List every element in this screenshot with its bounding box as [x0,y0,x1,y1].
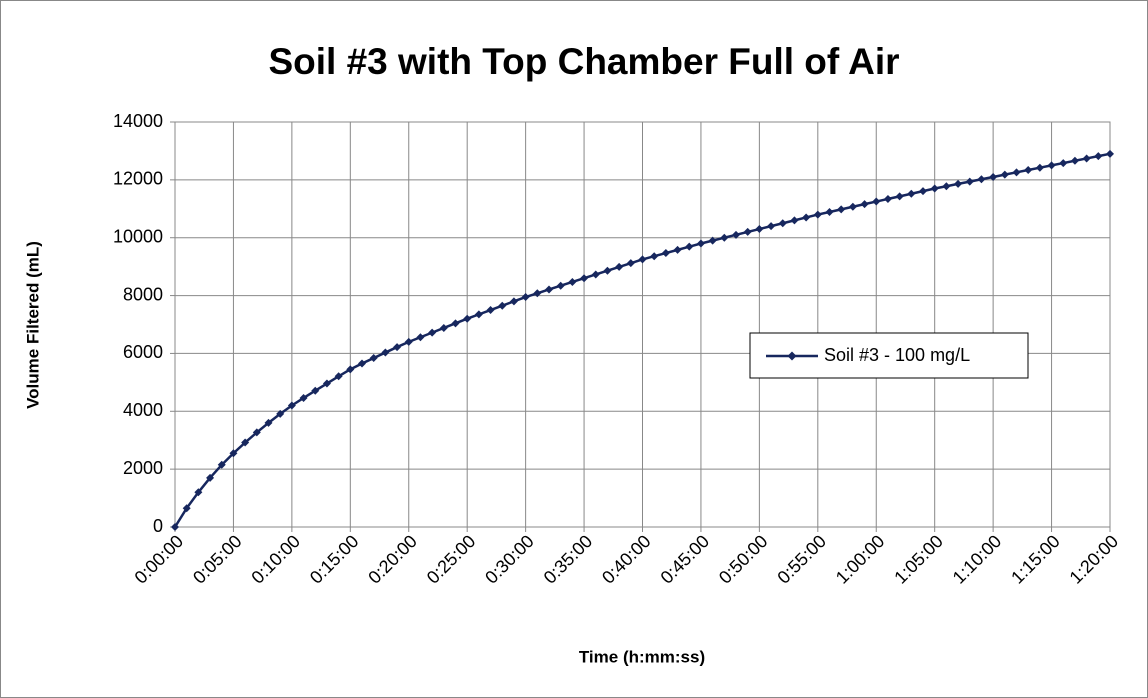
data-point [1070,156,1079,165]
data-point [965,177,974,186]
data-point [311,386,320,395]
legend-box [749,332,1029,379]
data-point [732,230,740,239]
data-point [907,189,916,198]
y-tick-label: 6000 [123,342,163,362]
data-point [1094,152,1103,161]
y-axis-label: Volume Filtered (mL) [23,241,42,409]
data-point [241,438,250,447]
data-point [661,249,670,258]
data-point [591,270,600,279]
data-point [767,222,776,231]
data-point [416,333,425,342]
data-point [463,314,472,323]
data-point [299,393,308,402]
data-point [638,255,647,264]
data-point [1059,159,1068,168]
y-tick-label: 12000 [113,169,163,189]
data-point [358,359,366,368]
y-tick-label: 2000 [123,458,163,478]
data-point [942,182,951,191]
plot-area [174,121,1111,528]
data-point [264,418,273,427]
data-point [708,236,717,245]
data-point [720,233,729,242]
data-point [1035,163,1044,172]
legend-label: Soil #3 - 100 mg/L [824,345,970,365]
data-point [930,184,939,193]
data-point [287,401,296,410]
data-point [1000,170,1009,179]
chart-title: Soil #3 with Top Chamber Full of Air [268,41,899,82]
data-point [556,281,565,290]
data-point [626,259,635,268]
data-point [696,239,705,248]
data-point [954,179,963,188]
data-point [229,449,238,458]
data-point [743,227,752,236]
data-point [615,262,624,271]
data-point [790,216,799,225]
y-tick-label: 14000 [113,111,163,131]
data-point [474,310,483,319]
data-point [848,202,857,211]
data-point [1012,168,1021,177]
data-point [568,277,577,286]
data-point [369,354,378,363]
data-point [650,252,659,261]
data-point [755,225,764,234]
data-point [919,187,927,196]
data-point [252,428,261,437]
data-point [1047,161,1056,170]
data-point [545,285,553,294]
y-tick-label: 8000 [123,284,163,304]
data-point [206,473,215,482]
data-point [393,343,402,352]
y-tick-label: 4000 [123,400,163,420]
data-point [580,274,589,283]
data-point [837,205,846,214]
data-point [685,242,694,251]
data-point [428,328,437,337]
data-point [171,523,179,531]
data-point [977,175,986,184]
data-point [194,488,203,497]
data-point [883,194,892,203]
data-point [439,323,448,332]
data-point [217,460,226,469]
data-point [989,172,998,181]
data-point [1082,154,1091,163]
data-point [603,266,612,275]
y-tick-label: 0 [153,516,163,536]
data-point [1024,166,1033,175]
legend-marker [787,351,797,361]
data-point [533,289,542,298]
data-point [451,319,460,328]
data-point [673,245,682,254]
y-tick-label: 10000 [113,226,163,246]
data-point [322,379,331,388]
legend: Soil #3 - 100 mg/L [749,332,1029,379]
data-point [486,306,495,315]
data-point [802,213,811,222]
data-point [1106,149,1114,158]
data-point [182,504,191,513]
data-point [334,372,343,381]
data-point [872,197,881,206]
data-point [509,297,518,306]
data-point [276,409,285,418]
data-point [778,219,787,228]
data-point [381,348,390,357]
x-axis-label: Time (h:mm:ss) [579,647,705,666]
data-point [860,200,869,209]
data-point [895,192,904,201]
data-point [498,301,507,310]
data-point [825,207,834,216]
data-point [346,365,355,374]
data-point [404,337,413,346]
data-point [813,210,822,219]
data-point [521,293,530,302]
